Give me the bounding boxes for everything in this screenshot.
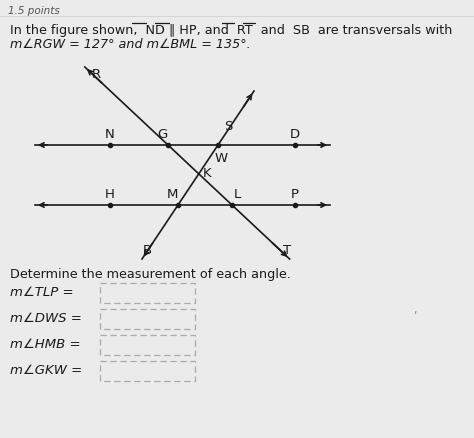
Text: m∠RGW = 127° and m∠BML = 135°.: m∠RGW = 127° and m∠BML = 135°. bbox=[10, 38, 251, 51]
Text: Determine the measurement of each angle.: Determine the measurement of each angle. bbox=[10, 268, 291, 281]
Text: N: N bbox=[105, 127, 115, 141]
Bar bbox=[100, 361, 195, 381]
Text: In the figure shown,  ND ∥ HP, and  RT  and  SB  are transversals with: In the figure shown, ND ∥ HP, and RT and… bbox=[10, 24, 452, 37]
Text: K: K bbox=[202, 167, 211, 180]
Text: T: T bbox=[283, 244, 291, 258]
Text: m∠TLP =: m∠TLP = bbox=[10, 286, 73, 300]
Text: m∠DWS =: m∠DWS = bbox=[10, 312, 82, 325]
Text: m∠GKW =: m∠GKW = bbox=[10, 364, 82, 378]
Text: B: B bbox=[143, 244, 152, 258]
Text: D: D bbox=[290, 127, 300, 141]
Text: G: G bbox=[157, 127, 167, 141]
Bar bbox=[100, 335, 195, 355]
Text: P: P bbox=[291, 187, 299, 201]
Text: R: R bbox=[92, 68, 101, 81]
Text: ,: , bbox=[413, 305, 417, 315]
Bar bbox=[100, 309, 195, 329]
Text: m∠HMB =: m∠HMB = bbox=[10, 339, 81, 352]
Text: L: L bbox=[233, 187, 241, 201]
Text: H: H bbox=[105, 187, 115, 201]
Text: 1.5 points: 1.5 points bbox=[8, 6, 60, 16]
Text: M: M bbox=[166, 187, 178, 201]
Text: W: W bbox=[214, 152, 228, 165]
Text: S: S bbox=[224, 120, 232, 134]
Bar bbox=[100, 283, 195, 303]
